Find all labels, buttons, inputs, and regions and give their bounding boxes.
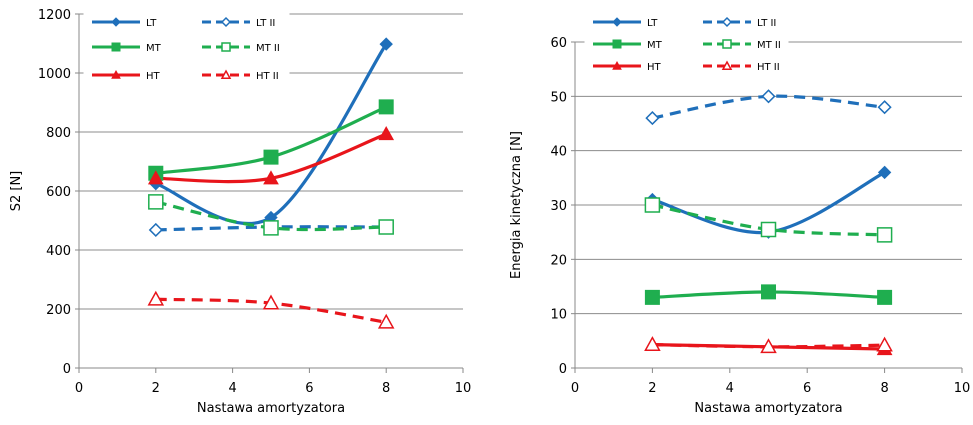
data-point-mt-ii <box>263 220 279 236</box>
y-tick-label: 400 <box>46 244 71 259</box>
data-point-mt <box>378 99 394 115</box>
legend-label: HT <box>647 62 662 73</box>
legend-label: MT <box>647 40 663 51</box>
data-point-lt <box>877 165 892 180</box>
legend-swatch-marker <box>111 17 121 27</box>
data-point-mt-ii <box>760 221 777 238</box>
y-tick-label: 30 <box>550 199 567 214</box>
x-tick-label: 8 <box>880 381 888 396</box>
data-point-lt-ii <box>877 100 892 115</box>
y-tick-label: 1000 <box>38 67 71 82</box>
y-tick-label: 20 <box>550 253 567 268</box>
y-tick-label: 1200 <box>38 8 71 23</box>
data-point-ht <box>263 170 279 185</box>
legend-swatch-marker <box>612 39 622 49</box>
data-point-mt-ii <box>378 219 394 235</box>
legend-label: LT II <box>757 18 776 29</box>
y-tick-label: 50 <box>550 90 567 105</box>
series-line-lt <box>155 43 388 226</box>
data-point-lt-ii <box>761 89 776 104</box>
legend-swatch-marker <box>221 42 231 52</box>
legend-label: HT II <box>757 62 780 73</box>
data-point-ht-ii <box>760 338 777 354</box>
x-tick-label: 2 <box>648 381 656 396</box>
x-tick-label: 0 <box>571 381 579 396</box>
legend-swatch-marker <box>220 16 232 28</box>
y-tick-label: 800 <box>46 126 71 141</box>
data-point-mt-ii <box>148 194 164 210</box>
legend-swatch-marker <box>612 17 622 27</box>
legend: LT LT II MT MT II HT HT II <box>83 3 290 101</box>
y-tick-label: 0 <box>559 362 567 377</box>
legend-label: HT <box>146 71 161 82</box>
x-tick-label: 6 <box>305 381 313 396</box>
data-point-ht-ii <box>147 290 165 306</box>
x-tick-label: 6 <box>803 381 811 396</box>
y-tick-label: 40 <box>550 145 567 160</box>
data-point-mt-ii <box>876 227 893 243</box>
y-axis-title: S2 [N] <box>9 171 24 212</box>
data-point-ht-ii <box>377 313 395 329</box>
data-point-ht-ii <box>876 336 893 352</box>
x-tick-label: 0 <box>75 381 83 396</box>
chart-1: 0 200 400 600 800 1000 1200 0 2 4 6 8 10 Nastawa amor… <box>9 3 472 416</box>
y-tick-label: 60 <box>550 36 567 51</box>
legend-swatch-marker <box>220 69 232 79</box>
legend-swatch-marker <box>111 42 121 52</box>
legend-label: LT <box>146 18 157 29</box>
data-point-lt-ii <box>645 111 660 126</box>
x-tick-label: 4 <box>228 381 236 396</box>
data-point-mt <box>877 289 893 305</box>
data-point-lt <box>379 37 393 51</box>
data-point-ht <box>378 126 395 141</box>
data-point-mt <box>644 289 660 305</box>
x-axis-title: Nastawa amortyzatora <box>694 401 842 416</box>
x-tick-label: 4 <box>726 381 734 396</box>
y-tick-label: 200 <box>46 303 71 318</box>
data-point-mt-ii <box>644 197 661 213</box>
x-axis-title: Nastawa amortyzatora <box>197 401 345 416</box>
legend-swatch-marker <box>111 69 121 79</box>
y-tick-label: 600 <box>46 185 71 200</box>
legend-swatch-marker <box>722 39 732 49</box>
data-point-mt <box>263 149 279 165</box>
data-point-ht-ii <box>644 336 661 351</box>
legend-label: MT II <box>757 40 781 51</box>
legend-swatch-marker <box>612 60 622 70</box>
legend-label: HT II <box>256 71 279 82</box>
legend: LT LT II MT MT II HT HT II <box>584 3 789 75</box>
x-tick-label: 10 <box>954 381 971 396</box>
x-tick-label: 10 <box>455 381 472 396</box>
legend-box <box>584 3 789 75</box>
chart-2: 0 10 20 30 40 50 60 0 2 4 6 8 10 Nastawa amortyzatora… <box>509 3 971 416</box>
y-tick-label: 0 <box>63 362 71 377</box>
x-tick-label: 8 <box>382 381 390 396</box>
legend-swatch-marker <box>721 60 733 70</box>
legend-label: LT II <box>256 18 275 29</box>
y-axis-title: Energia kinetyczna [N] <box>509 131 524 279</box>
legend-label: MT II <box>256 43 280 54</box>
data-point-lt-ii <box>148 222 163 238</box>
data-point-mt <box>761 284 776 300</box>
x-tick-label: 2 <box>152 381 160 396</box>
y-tick-label: 10 <box>550 308 567 323</box>
data-point-ht <box>147 170 164 185</box>
legend-label: LT <box>647 18 658 29</box>
legend-label: MT <box>146 43 162 54</box>
legend-swatch-marker <box>721 16 733 28</box>
data-point-ht-ii <box>262 294 280 310</box>
